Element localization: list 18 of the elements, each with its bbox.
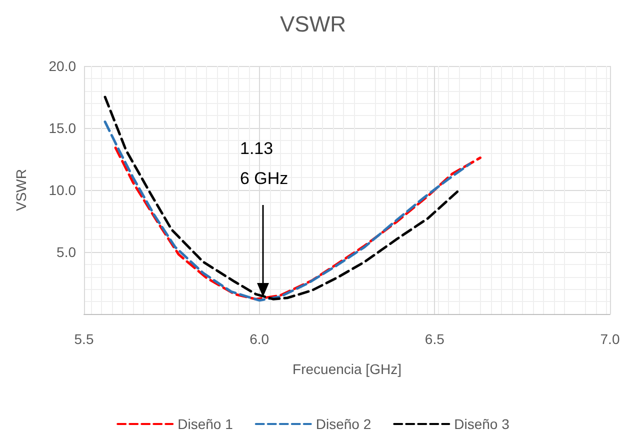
x-tick-label: 6.0	[250, 331, 270, 347]
line-series	[104, 120, 471, 302]
legend-label: Diseño 3	[454, 416, 510, 432]
y-axis-title: VSWR	[13, 169, 29, 211]
x-axis-title: Frecuencia [GHz]	[292, 361, 402, 377]
y-tick-label: 20.0	[48, 58, 76, 74]
y-tick-label: 10.0	[48, 182, 76, 198]
legend-label: Diseño 2	[316, 416, 372, 432]
chart-title: VSWR	[280, 12, 346, 36]
annotation: 1.13	[240, 139, 274, 158]
x-tick-label: 6.5	[424, 331, 445, 347]
line-series	[104, 96, 460, 300]
x-tick-label: 5.5	[74, 331, 94, 347]
y-tick-label: 15.0	[48, 120, 76, 136]
x-tick-label: 7.0	[600, 331, 620, 347]
annotation: 6 GHz	[240, 169, 288, 188]
y-tick-label: 5.0	[56, 244, 76, 260]
legend-label: Diseño 1	[178, 416, 234, 432]
